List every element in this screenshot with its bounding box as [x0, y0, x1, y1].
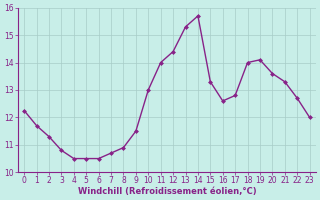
X-axis label: Windchill (Refroidissement éolien,°C): Windchill (Refroidissement éolien,°C) — [77, 187, 256, 196]
